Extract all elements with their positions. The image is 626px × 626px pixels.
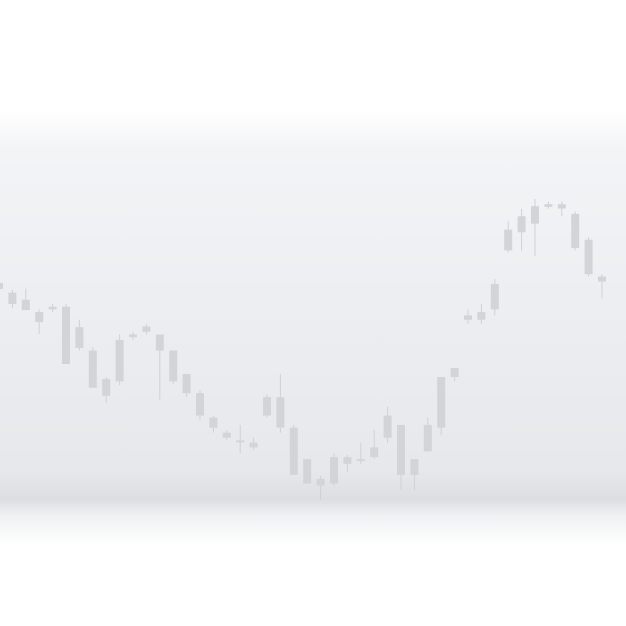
candle-body (343, 457, 352, 464)
candlestick (155, 334, 164, 401)
candlestick (343, 454, 352, 472)
candle-body (517, 216, 526, 233)
candlestick (276, 374, 285, 433)
candlestick (370, 429, 379, 460)
candle-body (8, 292, 17, 305)
candle-body (21, 299, 30, 311)
candlestick (142, 323, 151, 335)
candle-body (437, 377, 446, 428)
candlestick (236, 424, 245, 454)
candle-body (316, 478, 325, 486)
candle-body (504, 229, 513, 251)
candlestick (0, 282, 3, 289)
candle-body (598, 276, 606, 282)
candle-body (383, 415, 392, 438)
candlestick (102, 377, 111, 404)
candle-body (142, 326, 151, 332)
candlestick (477, 303, 486, 324)
candle-body (397, 424, 405, 475)
candle-body (423, 424, 432, 452)
candle-body (276, 397, 285, 428)
candlestick (222, 429, 231, 441)
candle-body (303, 459, 312, 484)
candlestick (517, 208, 526, 251)
candlestick (196, 390, 204, 421)
candlestick (423, 417, 432, 452)
candle-body (584, 239, 593, 275)
candlestick (75, 319, 84, 351)
candle-body (209, 417, 218, 428)
candle-body (477, 312, 486, 320)
candlestick (8, 289, 17, 309)
candle-body (196, 393, 204, 416)
candlestick (557, 201, 566, 217)
candlestick (330, 453, 338, 486)
candlestick (316, 475, 325, 500)
candle-body (330, 457, 338, 484)
candle-body (182, 374, 191, 394)
candlestick (410, 459, 419, 491)
candle-body (263, 397, 271, 416)
candle-body (464, 315, 472, 320)
candle-body (169, 350, 178, 382)
candle-body (531, 206, 539, 224)
candle-body (356, 459, 365, 462)
candlestick (464, 309, 472, 324)
candlestick (504, 221, 513, 253)
candle-body (370, 447, 379, 458)
candle-body (450, 368, 459, 378)
candle-body (289, 427, 298, 475)
candlestick (356, 442, 365, 465)
candle-body (222, 432, 231, 438)
candlestick (35, 309, 44, 334)
candle-body (48, 306, 57, 310)
candlestick (397, 424, 405, 491)
candlestick (437, 377, 446, 436)
candle-body (88, 350, 97, 388)
candlestick (544, 201, 553, 209)
candle-body (490, 283, 499, 310)
candlestick (289, 424, 298, 475)
candle-body (102, 379, 111, 396)
candlestick (531, 198, 539, 257)
candle-body (62, 306, 70, 364)
candle-body (115, 339, 124, 382)
candlestick (249, 437, 258, 450)
candle-body (249, 442, 258, 448)
candlestick (303, 459, 312, 484)
candle-body (557, 204, 566, 209)
candlestick (263, 394, 271, 418)
candlestick (450, 368, 459, 382)
candle-body (571, 213, 580, 249)
candlestick (209, 415, 218, 433)
candlestick (182, 374, 191, 398)
candlestick (21, 288, 30, 311)
candle-body (129, 334, 137, 338)
candlestick (48, 303, 57, 313)
candlestick (88, 347, 97, 388)
candlestick (584, 237, 593, 277)
candlestick (169, 350, 178, 385)
candlestick (383, 406, 392, 443)
candle-body (75, 327, 84, 348)
candlestick (62, 303, 70, 364)
candlestick (115, 334, 124, 386)
candle-body (0, 282, 3, 289)
candle-body (35, 312, 44, 323)
candle-body (155, 334, 164, 351)
candle-body (236, 440, 245, 443)
candlestick (571, 211, 580, 251)
candle-body (410, 459, 419, 475)
candlestick (490, 278, 499, 316)
candlestick (129, 331, 137, 340)
candle-body (544, 204, 553, 207)
candlestick (598, 274, 606, 299)
